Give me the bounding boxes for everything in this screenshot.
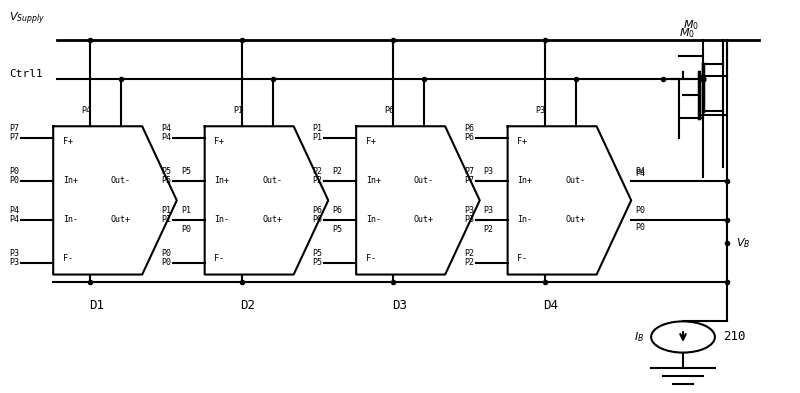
Text: P6: P6 [332, 206, 342, 215]
Text: P3: P3 [484, 167, 494, 176]
Text: P2: P2 [464, 258, 474, 267]
Text: P7: P7 [464, 176, 474, 185]
Text: P4: P4 [10, 206, 20, 215]
Text: In+: In+ [517, 176, 532, 185]
Text: Out-: Out- [565, 176, 585, 185]
Text: P0: P0 [10, 167, 20, 176]
Text: P2: P2 [464, 249, 474, 257]
Text: $M_0$: $M_0$ [683, 18, 699, 32]
Text: P6: P6 [464, 124, 474, 133]
Text: P0: P0 [10, 176, 20, 185]
Text: Out+: Out+ [262, 215, 282, 224]
Text: P1: P1 [233, 106, 242, 114]
Text: P4: P4 [635, 167, 645, 176]
Text: In-: In- [214, 215, 230, 224]
Text: P3: P3 [464, 206, 474, 215]
Text: P3: P3 [484, 206, 494, 215]
Text: P3: P3 [536, 106, 546, 114]
Text: P4: P4 [635, 169, 645, 178]
Text: Out+: Out+ [414, 215, 434, 224]
Text: F-: F- [214, 254, 224, 263]
Text: F+: F+ [517, 138, 527, 146]
Text: In+: In+ [214, 176, 230, 185]
Text: P4: P4 [161, 134, 171, 143]
Text: In-: In- [517, 215, 532, 224]
Text: P6: P6 [464, 134, 474, 143]
Text: P2: P2 [484, 225, 494, 234]
Text: P1: P1 [181, 206, 190, 215]
Text: Ctrl1: Ctrl1 [10, 69, 43, 79]
Text: D1: D1 [89, 299, 104, 312]
Text: D3: D3 [392, 299, 407, 312]
Text: Out+: Out+ [110, 215, 130, 224]
Text: P0: P0 [635, 206, 645, 215]
Text: P6: P6 [313, 206, 322, 215]
Text: Out-: Out- [110, 176, 130, 185]
Text: P7: P7 [464, 167, 474, 176]
Text: P0: P0 [635, 223, 645, 232]
Text: F+: F+ [366, 138, 376, 146]
Text: D4: D4 [543, 299, 558, 312]
Text: P0: P0 [161, 258, 171, 267]
Text: P3: P3 [10, 249, 20, 257]
Text: F+: F+ [214, 138, 224, 146]
Text: P7: P7 [10, 134, 20, 143]
Text: F+: F+ [62, 138, 73, 146]
Text: Out+: Out+ [565, 215, 585, 224]
Text: P5: P5 [313, 249, 322, 257]
Text: P5: P5 [161, 176, 171, 185]
Text: $V_B$: $V_B$ [737, 237, 751, 250]
Text: P4: P4 [10, 215, 20, 224]
Text: F-: F- [366, 254, 376, 263]
Text: P5: P5 [313, 258, 322, 267]
Text: Out-: Out- [262, 176, 282, 185]
Text: Out-: Out- [414, 176, 434, 185]
Text: P5: P5 [181, 167, 190, 176]
Text: P1: P1 [161, 206, 171, 215]
Text: In-: In- [366, 215, 381, 224]
Text: $I_B$: $I_B$ [634, 330, 644, 344]
Text: P6: P6 [384, 106, 394, 114]
Text: P2: P2 [313, 167, 322, 176]
Text: P4: P4 [82, 106, 91, 114]
Text: P3: P3 [10, 258, 20, 267]
Text: P3: P3 [464, 215, 474, 224]
Text: In+: In+ [62, 176, 78, 185]
Text: F-: F- [517, 254, 527, 263]
Text: P0: P0 [181, 225, 190, 234]
Text: P5: P5 [161, 167, 171, 176]
Text: P1: P1 [161, 215, 171, 224]
Text: P2: P2 [313, 176, 322, 185]
Text: $V_{Supply}$: $V_{Supply}$ [10, 11, 46, 27]
Text: P7: P7 [10, 124, 20, 133]
Text: P0: P0 [161, 249, 171, 257]
Text: P6: P6 [313, 215, 322, 224]
Text: In-: In- [62, 215, 78, 224]
Text: P2: P2 [332, 167, 342, 176]
Text: In+: In+ [366, 176, 381, 185]
Text: P5: P5 [332, 225, 342, 234]
Text: F-: F- [62, 254, 73, 263]
Text: P1: P1 [313, 134, 322, 143]
Text: P4: P4 [161, 124, 171, 133]
Text: $M_0$: $M_0$ [679, 27, 695, 40]
Text: D2: D2 [241, 299, 255, 312]
Text: P1: P1 [313, 124, 322, 133]
Text: 210: 210 [723, 331, 746, 343]
